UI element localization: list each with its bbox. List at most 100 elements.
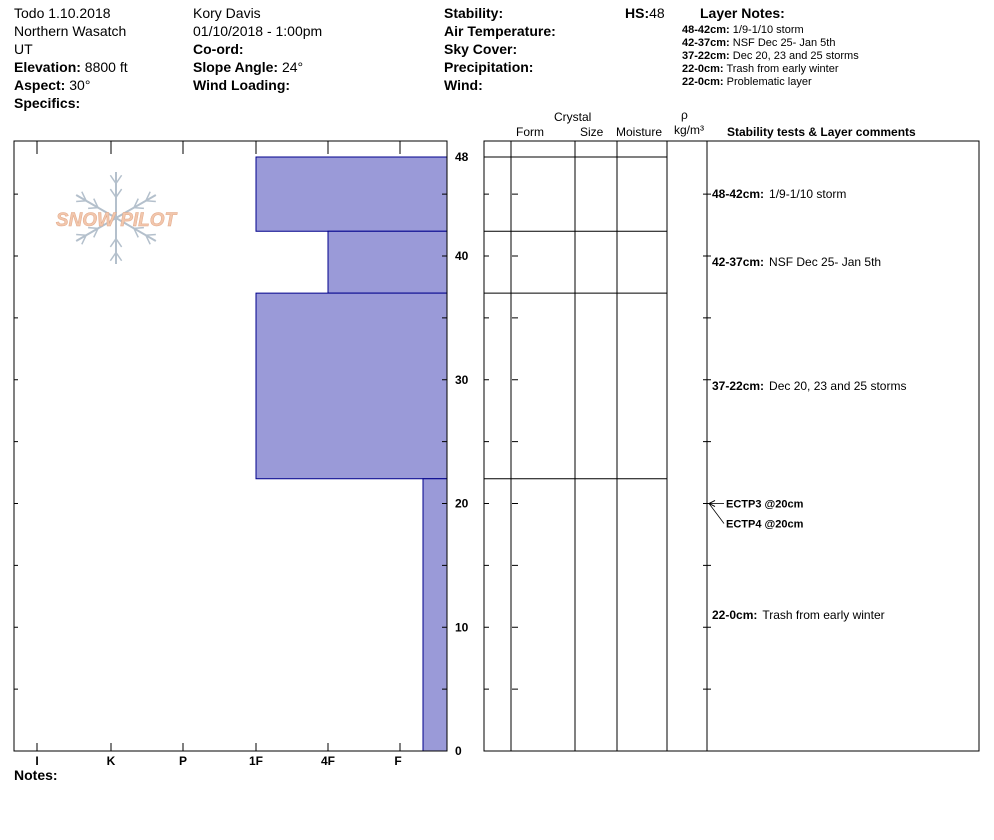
depth-tick-label: 40 bbox=[455, 249, 469, 263]
layer-note-range: 48-42cm: bbox=[682, 24, 730, 36]
flake-branch bbox=[115, 174, 123, 184]
hardness-bar bbox=[255, 156, 448, 232]
elevation-label: Elevation: bbox=[14, 59, 81, 75]
depth-tick-label: 48 bbox=[455, 150, 469, 164]
stability-test-arrow bbox=[708, 503, 725, 524]
hardness-tick-label: 1F bbox=[249, 754, 263, 768]
depth-tick-label: 10 bbox=[455, 620, 469, 634]
aspect: Aspect: 30° bbox=[14, 76, 90, 94]
layer-grid-frame bbox=[483, 140, 980, 752]
coord-label: Co-ord: bbox=[193, 41, 244, 57]
layer-comment-range: 42-37cm: bbox=[712, 255, 764, 269]
flake-branch bbox=[109, 188, 117, 198]
pit-title: Todo 1.10.2018 bbox=[14, 5, 111, 21]
layer-note: 22-0cm: Trash from early winter bbox=[682, 63, 839, 76]
flake-branch bbox=[145, 191, 151, 202]
flake-branch bbox=[109, 252, 117, 262]
layer-boundaries bbox=[484, 156, 667, 480]
air-temperature-label: Air Temperature: bbox=[444, 23, 556, 39]
layer-note: 37-22cm: Dec 20, 23 and 25 storms bbox=[682, 50, 859, 63]
hardness-tick-label: P bbox=[179, 754, 187, 768]
wind-loading-label: Wind Loading: bbox=[193, 77, 291, 93]
layer-comment: 48-42cm: 1/9-1/10 storm bbox=[712, 187, 846, 201]
layer-note-range: 22-0cm: bbox=[682, 63, 724, 75]
layer-comment-text: Dec 20, 23 and 25 storms bbox=[769, 379, 906, 393]
flake-branch bbox=[81, 234, 87, 245]
elevation: Elevation: 8800 ft bbox=[14, 58, 128, 76]
chart-frames bbox=[13, 140, 980, 752]
hardness-tick-label: I bbox=[35, 754, 38, 768]
aspect-label: Aspect: bbox=[14, 77, 66, 93]
flake-branch bbox=[145, 233, 156, 236]
hs-value: 48 bbox=[649, 5, 665, 21]
wind-label: Wind: bbox=[444, 77, 483, 93]
hardness-tick-label: F bbox=[394, 754, 401, 768]
layer-comment: 42-37cm: NSF Dec 25- Jan 5th bbox=[712, 255, 881, 269]
hardness-plot-frame bbox=[13, 140, 448, 752]
flake-branch bbox=[93, 228, 99, 238]
layer-comment: 37-22cm: Dec 20, 23 and 25 storms bbox=[712, 379, 906, 393]
flake-branch bbox=[81, 191, 87, 202]
datetime: 01/10/2018 - 1:00pm bbox=[193, 23, 323, 39]
stability-test-label: ECTP4 @20cm bbox=[726, 519, 804, 531]
layer-notes-title: Layer Notes: bbox=[700, 5, 785, 21]
flake-arm bbox=[75, 194, 117, 219]
density-unit: kg/m³ bbox=[674, 123, 704, 137]
layer-note: 48-42cm: 1/9-1/10 storm bbox=[682, 24, 804, 37]
state: UT bbox=[14, 41, 33, 57]
layer-note-text: Trash from early winter bbox=[726, 63, 839, 75]
hs-label: HS: bbox=[625, 5, 650, 21]
flake-branch bbox=[133, 206, 144, 210]
mountain-range: Northern Wasatch bbox=[14, 23, 127, 39]
flake-branch bbox=[115, 252, 123, 262]
layer-comment-text: Trash from early winter bbox=[762, 608, 884, 622]
flake-branch bbox=[133, 228, 139, 238]
flake-arm bbox=[115, 217, 157, 242]
flake-branch bbox=[145, 234, 151, 245]
stability-test-label: ECTP3 @20cm bbox=[726, 499, 804, 511]
layer-comment-range: 48-42cm: bbox=[712, 187, 764, 201]
axis-ticks bbox=[14, 141, 711, 752]
flake-branch bbox=[109, 174, 117, 184]
flake-branch bbox=[145, 200, 156, 203]
observer: Kory Davis bbox=[193, 5, 261, 21]
layer-comment-range: 37-22cm: bbox=[712, 379, 764, 393]
snowflake-icon bbox=[75, 172, 157, 264]
stability-test-arrowhead bbox=[708, 500, 716, 507]
aspect-value: 30° bbox=[69, 77, 91, 93]
stability-tests: ECTP3 @20cm ECTP4 @20cm bbox=[708, 499, 804, 531]
layer-note: 22-0cm: Problematic layer bbox=[682, 76, 812, 89]
hardness-bar bbox=[327, 230, 448, 294]
specifics-label: Specifics: bbox=[14, 95, 81, 111]
flake-branch bbox=[109, 238, 117, 248]
flake-branch bbox=[93, 198, 99, 208]
flake-branch bbox=[133, 226, 144, 230]
sky-cover-label: Sky Cover: bbox=[444, 41, 518, 57]
comments-header: Stability tests & Layer comments bbox=[727, 125, 916, 139]
crystal-header: Crystal bbox=[554, 110, 592, 124]
hardness-bars bbox=[255, 156, 448, 752]
layer-note-text: NSF Dec 25- Jan 5th bbox=[732, 37, 836, 49]
flake-branch bbox=[133, 198, 139, 208]
snow-height: HS:48 bbox=[625, 4, 665, 22]
flake-branch bbox=[88, 206, 99, 210]
size-header: Size bbox=[580, 125, 604, 139]
notes-label: Notes: bbox=[14, 767, 58, 783]
flake-branch bbox=[88, 226, 99, 230]
layer-comment-text: NSF Dec 25- Jan 5th bbox=[769, 255, 881, 269]
elevation-value: 8800 ft bbox=[84, 59, 128, 75]
layer-comment-text: 1/9-1/10 storm bbox=[769, 187, 846, 201]
layer-note-text: Problematic layer bbox=[726, 76, 812, 88]
flake-arm bbox=[115, 194, 157, 219]
depth-tick-label: 30 bbox=[455, 373, 469, 387]
flake-arm bbox=[75, 217, 117, 242]
stability-label: Stability: bbox=[444, 5, 504, 21]
form-header: Form bbox=[516, 125, 544, 139]
slope-angle-label: Slope Angle: bbox=[193, 59, 279, 75]
depth-tick-label: 0 bbox=[455, 744, 462, 758]
precipitation-label: Precipitation: bbox=[444, 59, 534, 75]
slope-angle-value: 24° bbox=[281, 59, 304, 75]
flake-branch bbox=[115, 238, 123, 248]
snow-pilot-logo: SNOW PILOT bbox=[56, 172, 178, 264]
